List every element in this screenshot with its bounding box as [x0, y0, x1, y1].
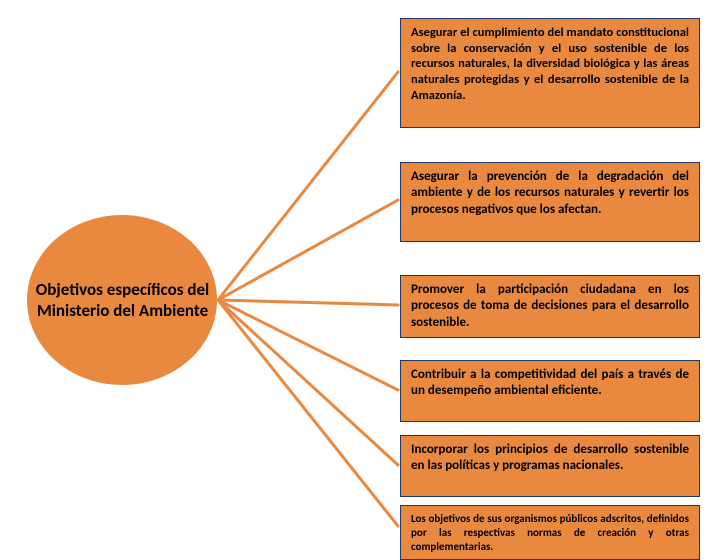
objective-text: Los objetivos de sus organismos públicos… — [411, 512, 689, 553]
objective-box: Asegurar la prevención de la degradación… — [400, 162, 700, 242]
objective-box: Incorporar los principios de desarrollo … — [400, 435, 700, 497]
objective-text: Promover la participación ciudadana en l… — [411, 282, 689, 330]
objective-text: Contribuir a la competitividad del país … — [411, 367, 689, 398]
objective-box: Asegurar el cumplimiento del mandato con… — [400, 18, 700, 128]
hub-text: Objetivos específicos del Ministerio del… — [35, 279, 210, 322]
objective-box: Promover la participación ciudadana en l… — [400, 275, 700, 338]
objective-box: Los objetivos de sus organismos públicos… — [400, 505, 700, 560]
objective-text: Incorporar los principios de desarrollo … — [411, 442, 689, 473]
objective-text: Asegurar el cumplimiento del mandato con… — [411, 25, 689, 103]
objective-box: Contribuir a la competitividad del país … — [400, 360, 700, 422]
hub-label: Objetivos específicos del Ministerio del… — [35, 245, 210, 355]
objective-text: Asegurar la prevención de la degradación… — [411, 169, 689, 217]
